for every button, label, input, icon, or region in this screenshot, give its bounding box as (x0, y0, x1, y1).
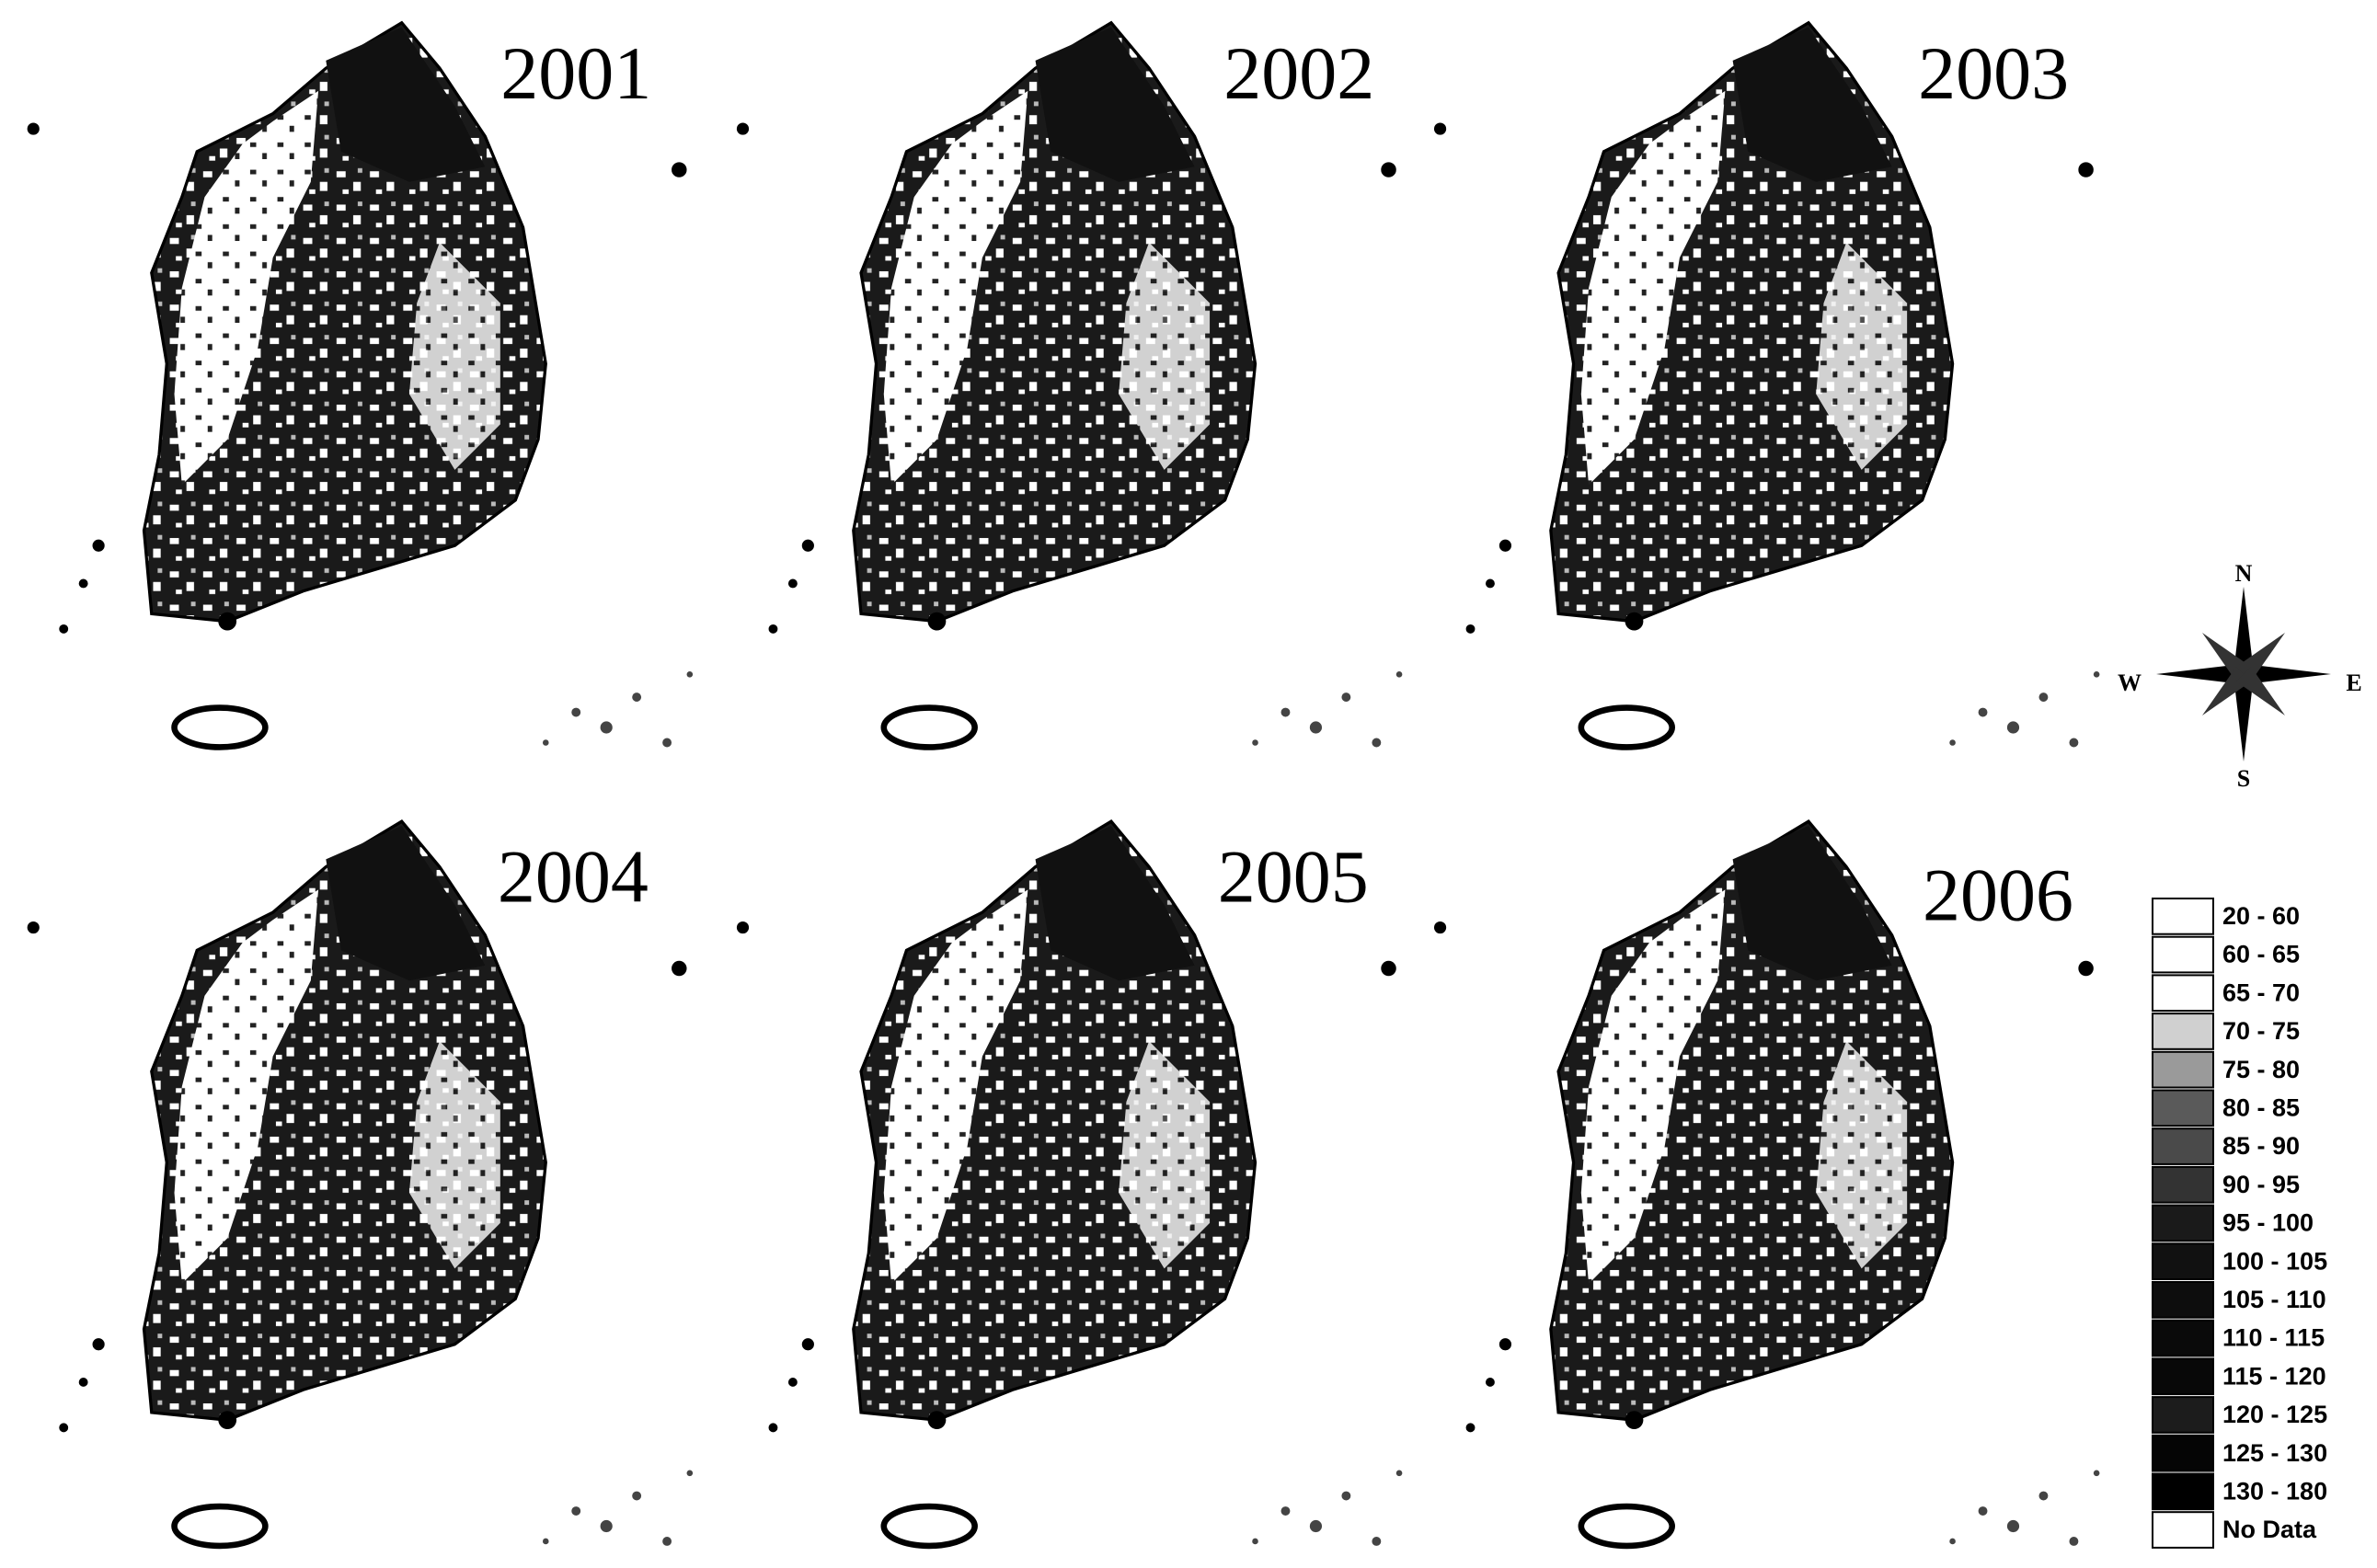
legend-swatch (2153, 1397, 2213, 1433)
figure: 2001 2002 2003 2004 2005 2006 N S W E 20 - 60… (0, 0, 2377, 1568)
legend-swatch (2153, 1052, 2213, 1088)
compass-south: S (2237, 765, 2250, 792)
map-panels: 2001 2002 2003 2004 2005 2006 (28, 23, 2100, 1546)
map-panel (28, 821, 693, 1546)
legend-swatch (2153, 1436, 2213, 1471)
legend-swatch (2153, 898, 2213, 934)
legend-swatch (2153, 1321, 2213, 1356)
korea-map (28, 23, 693, 748)
compass: N S W E (2118, 560, 2362, 792)
compass-east: E (2346, 670, 2361, 696)
panel-year: 2001 (500, 31, 651, 115)
legend-swatch (2153, 1167, 2213, 1203)
legend-swatch (2153, 1282, 2213, 1318)
legend-swatch (2153, 1013, 2213, 1049)
legend-label: 130 - 180 (2222, 1477, 2327, 1505)
legend-label: 60 - 65 (2222, 941, 2300, 968)
compass-west: W (2118, 670, 2142, 696)
map-panel (737, 821, 1402, 1546)
legend-swatch (2153, 937, 2213, 973)
legend-label: 115 - 120 (2222, 1362, 2326, 1390)
panel-year: 2005 (1218, 835, 1369, 919)
legend-label: No Data (2222, 1516, 2317, 1543)
map-panel (1434, 23, 2099, 748)
korea-map (737, 821, 1402, 1546)
korea-map (737, 23, 1402, 748)
korea-map (28, 821, 693, 1546)
legend-label: 120 - 125 (2222, 1401, 2327, 1428)
legend-label: 80 - 85 (2222, 1093, 2300, 1121)
legend-swatch (2153, 1091, 2213, 1127)
legend-label: 65 - 70 (2222, 979, 2300, 1006)
legend-swatch (2153, 1474, 2213, 1510)
legend-swatch (2153, 1512, 2213, 1548)
legend-label: 95 - 100 (2222, 1209, 2314, 1237)
map-panel (737, 23, 1402, 748)
legend-swatch (2153, 1128, 2213, 1164)
korea-map (1434, 23, 2099, 748)
legend: 20 - 60 60 - 65 65 - 70 70 - 75 75 - 80 80 - … (2153, 898, 2327, 1548)
legend-swatch (2153, 1358, 2213, 1394)
panel-year: 2002 (1223, 31, 1374, 115)
legend-label: 100 - 105 (2222, 1247, 2327, 1275)
panel-year: 2003 (1918, 31, 2069, 115)
panel-year: 2006 (1923, 853, 2073, 936)
legend-label: 75 - 80 (2222, 1056, 2300, 1083)
legend-label: 105 - 110 (2222, 1286, 2326, 1313)
legend-swatch (2153, 1206, 2213, 1242)
legend-label: 70 - 75 (2222, 1017, 2300, 1045)
legend-swatch (2153, 975, 2213, 1011)
legend-label: 90 - 95 (2222, 1171, 2300, 1198)
map-panel (28, 23, 693, 748)
legend-swatch (2153, 1243, 2213, 1279)
legend-label: 85 - 90 (2222, 1132, 2300, 1160)
legend-label: 125 - 130 (2222, 1439, 2327, 1467)
compass-north: N (2235, 560, 2253, 587)
legend-label: 20 - 60 (2222, 902, 2300, 930)
legend-label: 110 - 115 (2222, 1324, 2325, 1352)
panel-year: 2004 (498, 835, 649, 919)
